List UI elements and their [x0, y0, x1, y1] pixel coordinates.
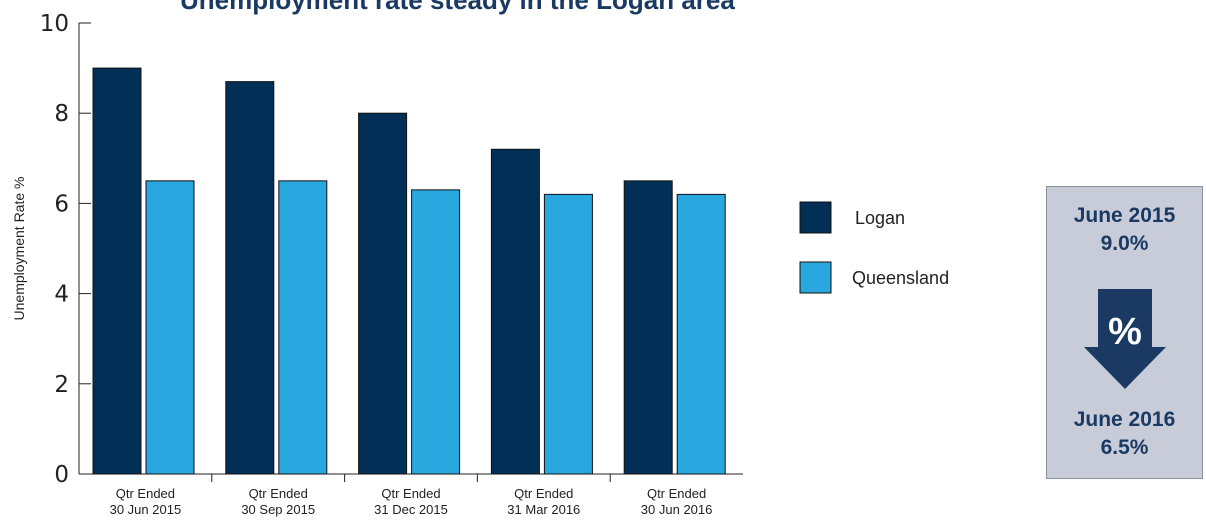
- x-tick-label: 30 Jun 2015: [110, 502, 182, 517]
- x-tick-label: Qtr Ended: [514, 486, 573, 501]
- bar-queensland: [676, 193, 726, 475]
- bar-logan: [92, 67, 142, 475]
- bar-logan: [490, 148, 540, 475]
- stat-to-value: 6.5%: [1100, 436, 1149, 459]
- legend-label-queensland: Queensland: [852, 268, 949, 288]
- x-tick-label: Qtr Ended: [116, 486, 175, 501]
- stat-to-period: June 2016: [1073, 408, 1176, 431]
- bar-queensland: [543, 193, 593, 475]
- x-tick-label: Qtr Ended: [647, 486, 706, 501]
- stat-from-period: June 2015: [1073, 204, 1176, 227]
- y-axis-title: Unemployment Rate %: [11, 177, 27, 321]
- bar-queensland: [145, 180, 195, 475]
- x-tick-label: 30 Sep 2015: [241, 502, 315, 517]
- percent-symbol: %: [1108, 311, 1142, 353]
- y-tick-label: 6: [54, 191, 69, 217]
- x-tick-label: 31 Dec 2015: [374, 502, 448, 517]
- x-tick-label: 31 Mar 2016: [507, 502, 580, 517]
- stat-from-value: 9.0%: [1100, 232, 1149, 255]
- legend-label-logan: Logan: [855, 208, 905, 228]
- bar-logan: [358, 112, 408, 475]
- y-tick-label: 0: [54, 462, 69, 488]
- legend-swatch-queensland: [799, 261, 832, 294]
- x-tick-label: Qtr Ended: [381, 486, 440, 501]
- bar-logan: [225, 81, 275, 475]
- y-tick-label: 8: [54, 101, 69, 127]
- legend-swatch-logan: [799, 201, 832, 234]
- x-tick-label: Qtr Ended: [249, 486, 308, 501]
- percent-down-arrow-icon: %: [1084, 289, 1166, 389]
- stat-change-box: June 2015 9.0% % June 2016 6.5%: [1046, 186, 1203, 479]
- bar-queensland: [411, 189, 461, 475]
- bar-queensland: [278, 180, 328, 475]
- x-tick-label: 30 Jun 2016: [641, 502, 713, 517]
- y-tick-label: 2: [54, 372, 69, 398]
- bar-logan: [623, 180, 673, 475]
- y-tick-label: 10: [40, 11, 69, 37]
- chart-title: Unemployment rate steady in the Logan ar…: [180, 0, 735, 15]
- y-tick-label: 4: [54, 282, 69, 308]
